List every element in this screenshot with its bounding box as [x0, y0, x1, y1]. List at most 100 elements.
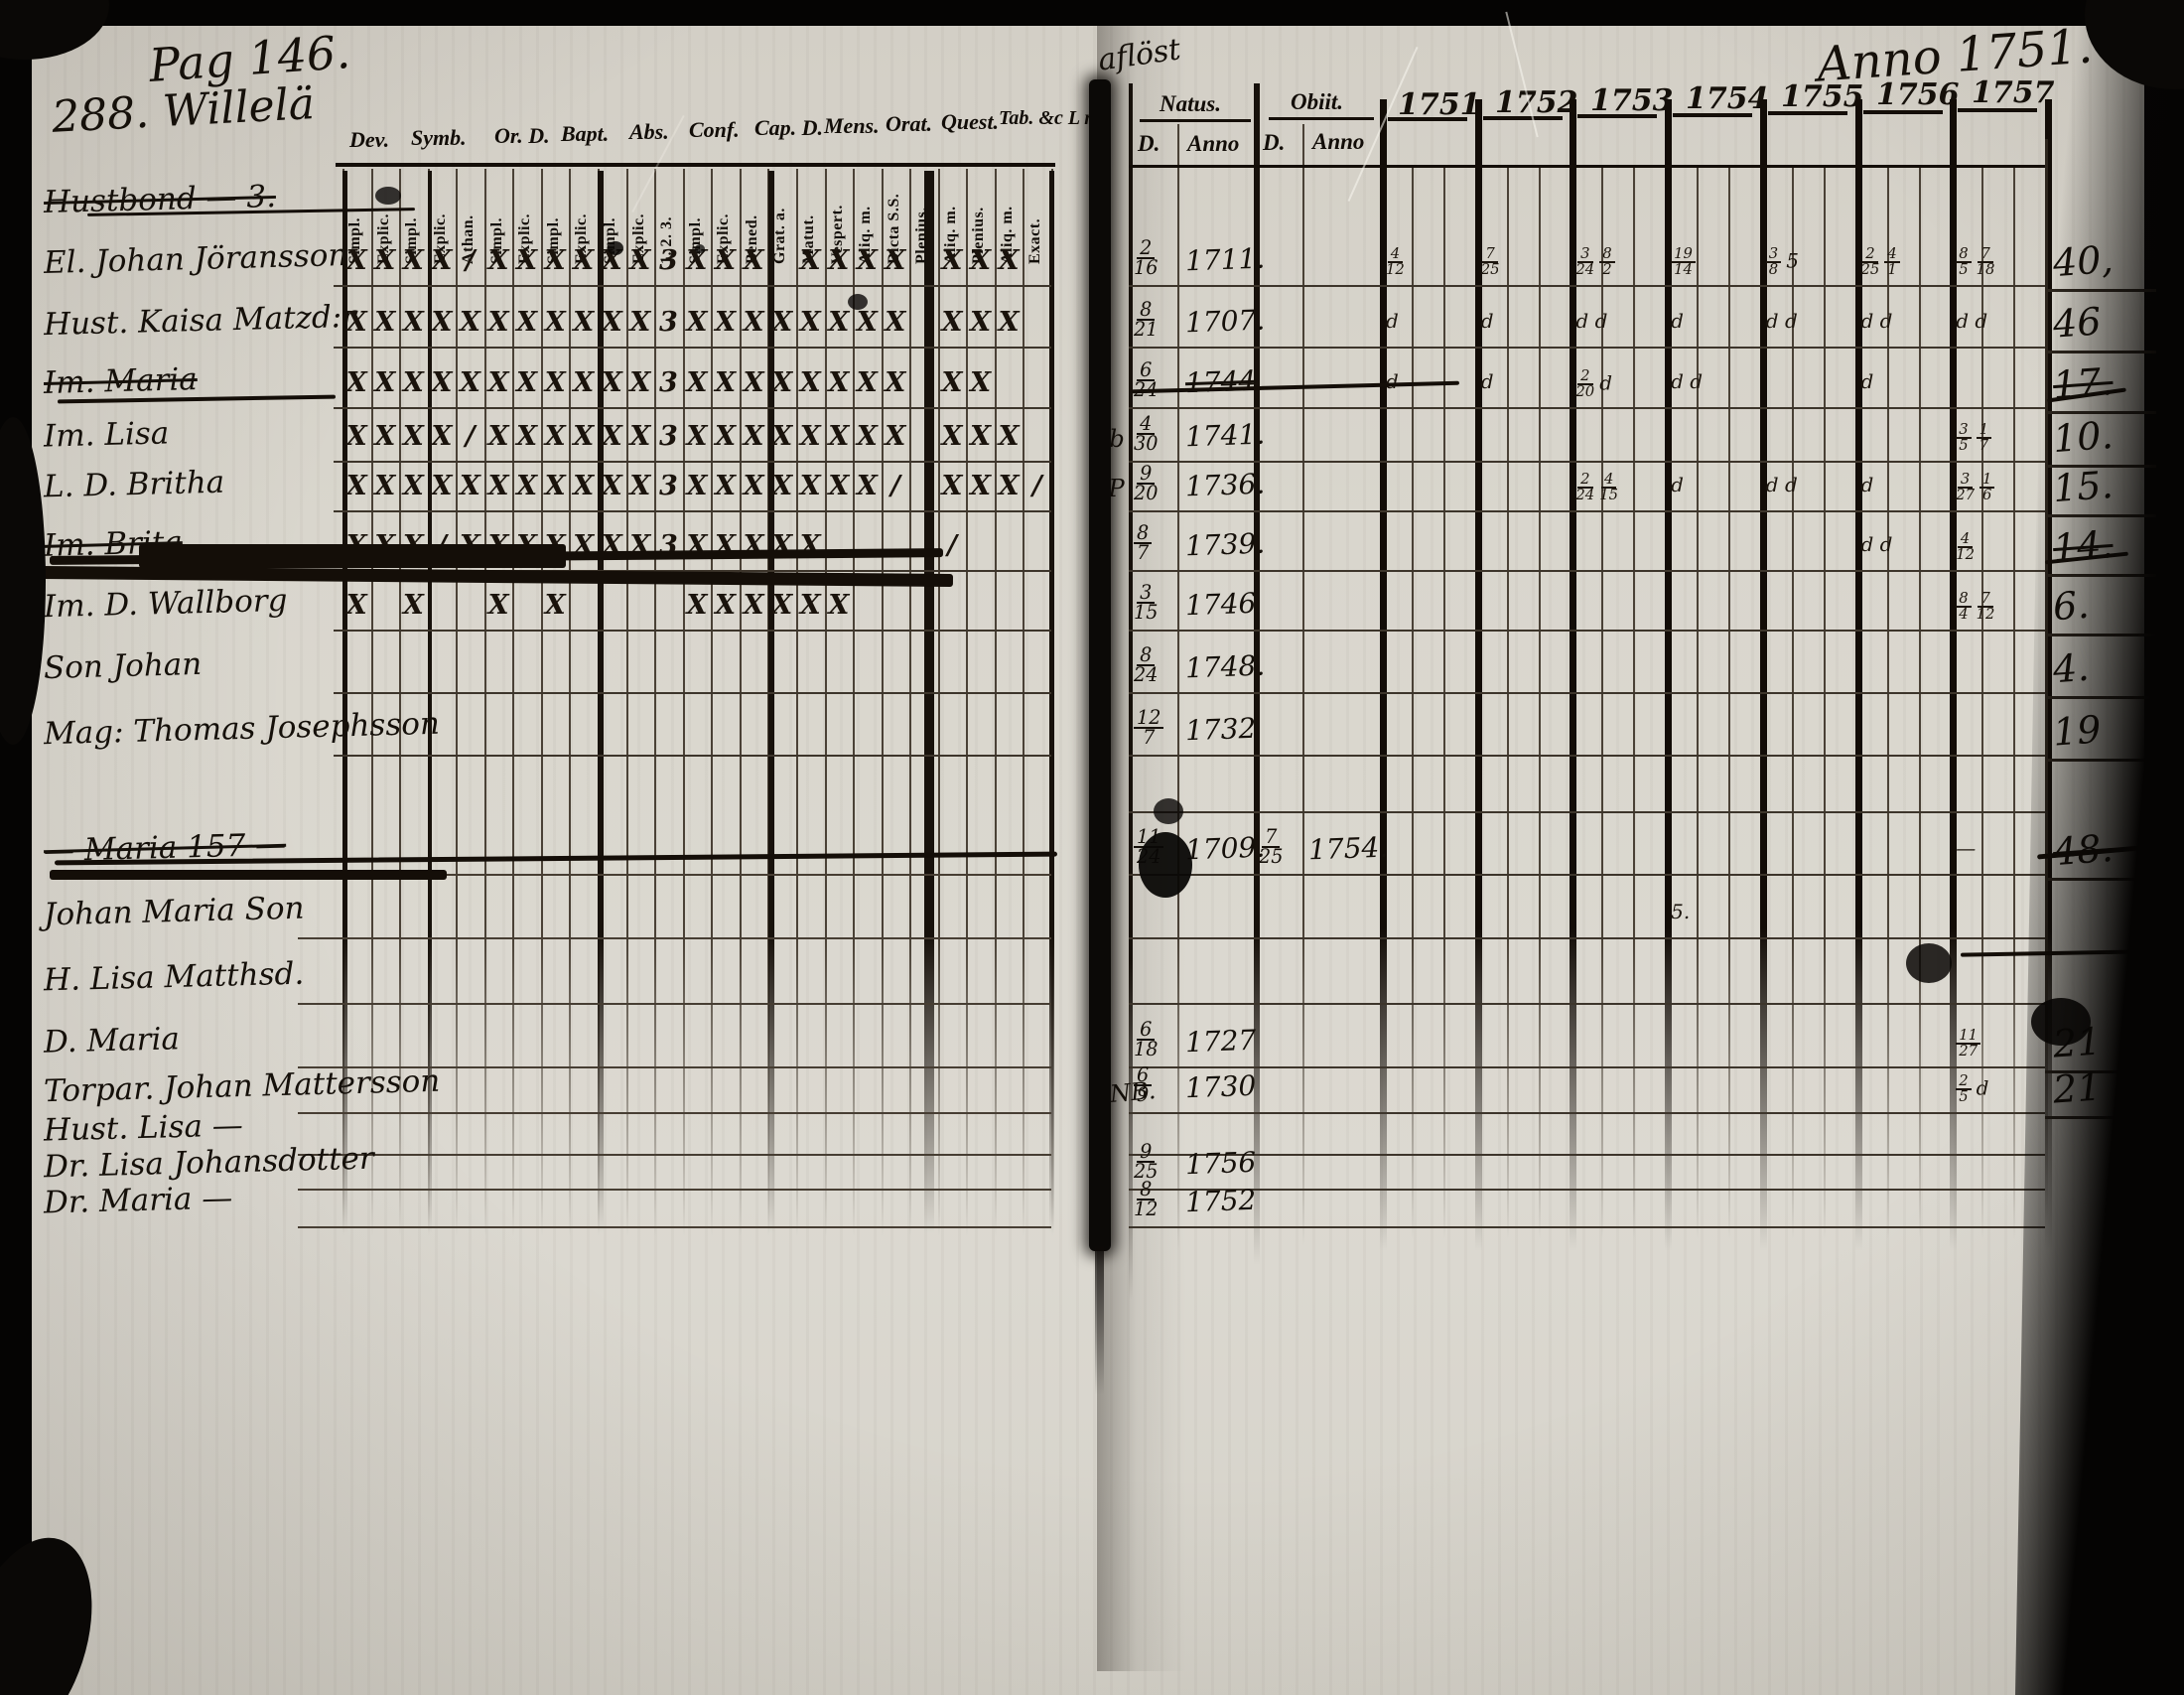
attendance-mark: X [686, 307, 708, 338]
attendance-mark: X [345, 367, 367, 398]
natus-year: 1756 [1184, 1145, 1257, 1182]
date-fraction: 19 14 [1671, 247, 1696, 277]
attendance-mark: X [828, 367, 850, 398]
strike-through-line [139, 544, 566, 568]
grid-vline [428, 171, 432, 1233]
column-header: Symb. [411, 125, 467, 150]
grid-vline [2013, 167, 2016, 1239]
communion-mark: d [1481, 369, 1567, 393]
ink-blot [375, 187, 401, 205]
grid-hline [1140, 119, 1251, 122]
attendance-mark: X [345, 421, 367, 452]
grid-hline [1269, 117, 1374, 120]
attendance-mark: X [402, 590, 424, 621]
natus-day: 6 18 [1134, 1020, 1162, 1059]
book-spine-gutter-fade [1095, 1246, 1104, 1395]
attendance-mark: X [516, 307, 538, 338]
grid-vline [1254, 83, 1260, 1265]
date-fraction: 2 24 [1575, 473, 1595, 503]
attendance-mark: X [402, 421, 424, 452]
ink-blot [1906, 943, 1952, 983]
grid-vline [924, 171, 934, 1233]
grid-vline [1177, 124, 1179, 1251]
attendance-mark: X [856, 307, 878, 338]
column-header: Tab. &c L n. [999, 107, 1101, 129]
attendance-mark: X [799, 471, 821, 501]
attendance-mark: X [686, 590, 708, 621]
mark-text: d [1765, 473, 1785, 496]
attendance-mark: 3 [659, 471, 678, 501]
grid-vline [853, 169, 856, 1236]
attendance-mark: X [828, 471, 850, 501]
mark-text: d [1594, 309, 1608, 333]
column-header: Conf. [689, 117, 740, 142]
year-header: 1757 [1972, 75, 2055, 110]
attendance-mark: / [1031, 471, 1042, 501]
natus-year: 1709. [1184, 830, 1266, 867]
attendance-mark: X [629, 367, 651, 398]
grid-hline [334, 285, 1051, 287]
ink-blot [1154, 798, 1183, 824]
attendance-mark: X [629, 307, 651, 338]
date-fraction: 624 [1134, 360, 1158, 400]
mark-text: d [1386, 309, 1399, 333]
attendance-mark: X [771, 590, 793, 621]
grid-hline [1673, 112, 1753, 117]
date-fraction: 12 7 [1134, 708, 1164, 748]
grid-hline [1129, 1226, 2045, 1228]
natus-year: 1727 [1184, 1023, 1257, 1059]
year-header: 1753 [1590, 83, 1674, 118]
grid-hline [298, 1226, 1051, 1228]
natus-year: 1748. [1184, 648, 1266, 685]
grid-hline [298, 1003, 1051, 1005]
book-spine-gutter [1089, 79, 1111, 1251]
attendance-mark: X [460, 307, 480, 338]
date-fraction: 2 25 [1860, 247, 1880, 278]
grid-vline [1129, 83, 1133, 1300]
grid-vline [881, 169, 884, 1236]
day-subheader: D. [1138, 131, 1160, 156]
attendance-mark: X [516, 421, 538, 452]
date-fraction: 7 25 [1259, 825, 1284, 869]
communion-mark: 2 25 4 1 [1861, 247, 1947, 277]
year-header: 1752 [1495, 85, 1578, 120]
photo-edge-left [0, 0, 32, 1695]
mark-text: d [1956, 309, 1976, 333]
mark-text: d [1976, 1075, 1989, 1100]
obiit-day: 7 25 [1259, 825, 1288, 869]
natus-year: 1739. [1184, 526, 1266, 563]
communion-mark: d d [1956, 309, 2041, 333]
day-subheader: D. [1263, 130, 1286, 155]
date-fraction: 8 12 [1134, 1178, 1159, 1221]
attendance-mark: X [487, 367, 509, 398]
grid-vline [399, 169, 402, 1236]
attendance-mark: X [743, 590, 764, 621]
communion-mark: 2 20 d [1575, 369, 1661, 399]
communion-mark: 11 27 [1956, 1029, 2041, 1059]
attendance-mark: X [374, 471, 396, 501]
grid-vline [1854, 99, 1862, 1251]
subcolumn-header: Plenius. [913, 207, 931, 264]
attendance-mark: X [998, 245, 1020, 276]
anno-subheader: Anno [1312, 129, 1365, 154]
column-header: Bapt. [561, 121, 610, 146]
subcolumn-header: Exact. [1026, 217, 1044, 264]
attendance-mark: X [601, 421, 622, 452]
grid-vline [1049, 171, 1054, 1233]
attendance-mark: X [374, 367, 396, 398]
communion-mark: d [1386, 369, 1471, 393]
ink-blot [695, 244, 705, 253]
grid-vline [1728, 167, 1731, 1239]
attendance-mark: X [601, 471, 622, 501]
mark-text: 5 [1786, 248, 1799, 273]
date-fraction: 8 21 [1134, 298, 1159, 342]
attendance-mark: X [970, 421, 992, 452]
attendance-mark: X [431, 471, 453, 501]
mark-text: d [1671, 369, 1691, 393]
grid-hline [298, 1154, 1051, 1156]
